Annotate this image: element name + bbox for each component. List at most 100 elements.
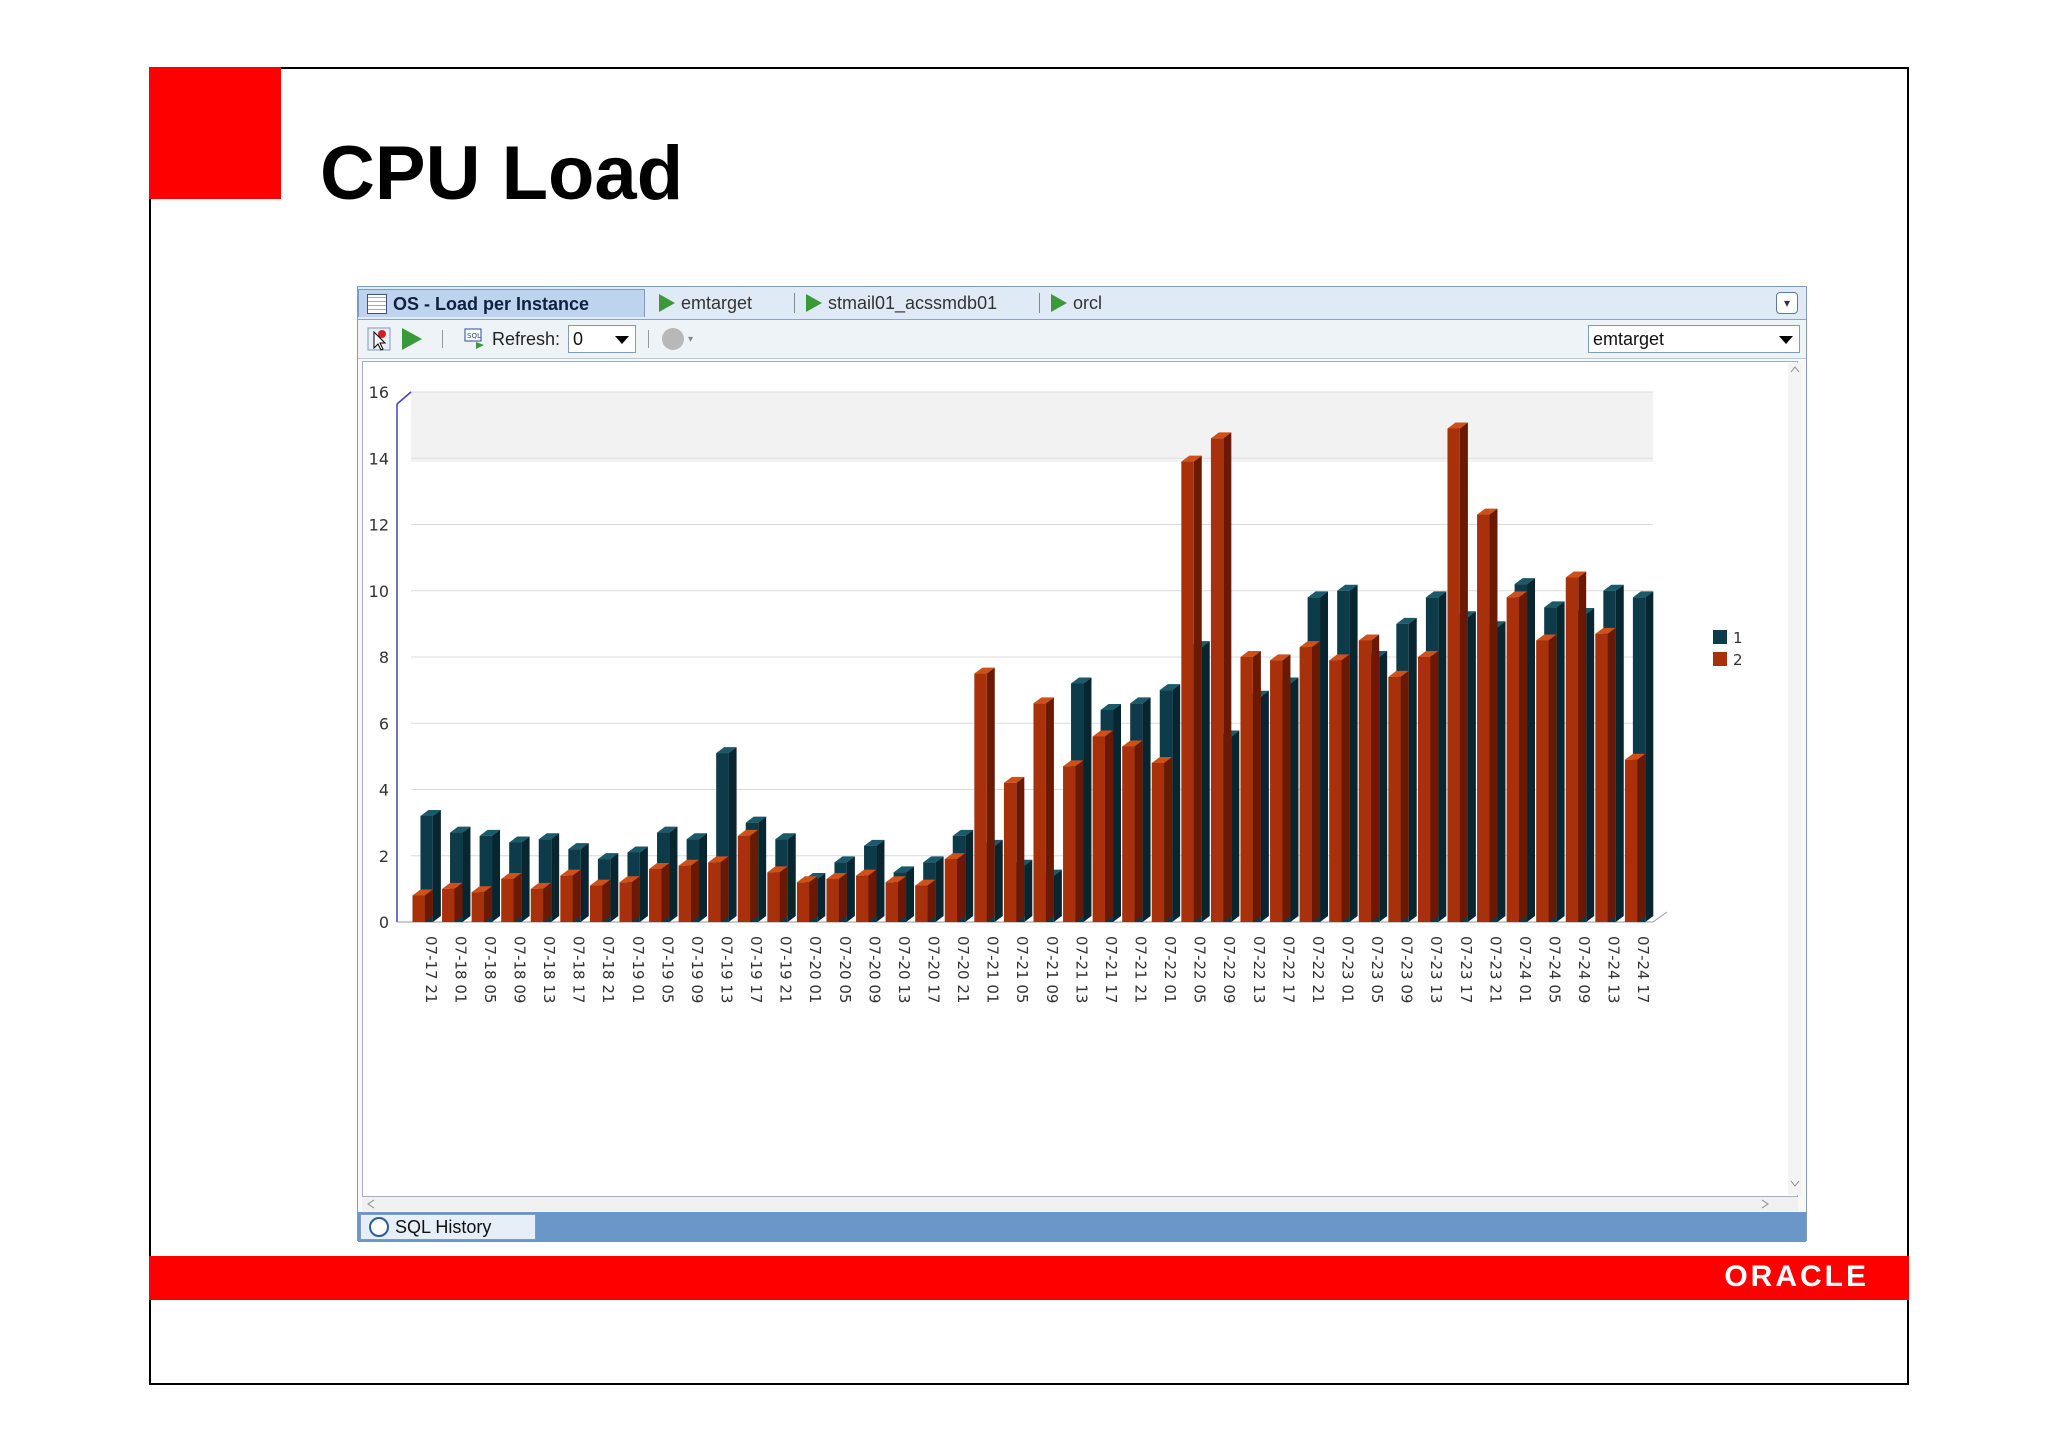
bar-top-1 bbox=[923, 856, 944, 863]
bar-top-2 bbox=[1003, 776, 1025, 783]
bar-side-1 bbox=[551, 833, 560, 922]
y-tick-label: 0 bbox=[379, 913, 389, 932]
bar-top-1 bbox=[420, 810, 441, 816]
bar-side-1 bbox=[935, 856, 944, 922]
bar-top-1 bbox=[1632, 591, 1654, 598]
bar-series-2 bbox=[1447, 428, 1460, 922]
bar-top-1 bbox=[1307, 591, 1329, 598]
bar-side-1 bbox=[1024, 859, 1033, 922]
bar-top-1 bbox=[1396, 617, 1417, 624]
bar-top-2 bbox=[471, 886, 493, 893]
bar-side-1 bbox=[492, 829, 501, 922]
bar-side-2 bbox=[1430, 651, 1439, 922]
bar-side-1 bbox=[994, 839, 1003, 922]
y-tick-label: 16 bbox=[369, 383, 389, 402]
bar-side-1 bbox=[1556, 601, 1565, 922]
x-tick-label: 07-24 17 bbox=[1634, 936, 1652, 1003]
x-tick-label: 07-23 21 bbox=[1486, 936, 1504, 1003]
bar-series-2 bbox=[442, 888, 455, 922]
bar-top-1 bbox=[1425, 591, 1447, 598]
bar-side-1 bbox=[1231, 730, 1240, 922]
oracle-logo: ORACLE bbox=[1724, 1260, 1869, 1293]
chevron-down-icon[interactable]: ▾ bbox=[1776, 292, 1798, 314]
bar-top-2 bbox=[619, 876, 640, 883]
bar-side-2 bbox=[1075, 760, 1084, 922]
bottom-tab-bar: SQL History bbox=[358, 1212, 1806, 1242]
bar-side-1 bbox=[1113, 704, 1122, 922]
bar-side-2 bbox=[631, 876, 640, 922]
bar-side-1 bbox=[876, 839, 885, 922]
page-title: CPU Load bbox=[320, 131, 684, 216]
chevron-down-icon bbox=[1779, 336, 1793, 344]
x-tick-label: 07-20 17 bbox=[925, 936, 943, 1003]
bar-side-1 bbox=[639, 846, 648, 922]
bar-series-2 bbox=[560, 875, 573, 922]
bar-side-2 bbox=[1016, 776, 1025, 922]
y-tick-label: 8 bbox=[379, 648, 389, 667]
options-button[interactable]: ▾ bbox=[662, 326, 693, 352]
bar-side-1 bbox=[1290, 677, 1299, 922]
bar-side-1 bbox=[1379, 651, 1388, 922]
run-button[interactable] bbox=[402, 326, 422, 352]
x-tick-label: 07-20 21 bbox=[954, 936, 972, 1003]
x-tick-label: 07-19 05 bbox=[658, 936, 676, 1003]
bar-top-2 bbox=[1063, 760, 1084, 767]
vertical-scrollbar[interactable] bbox=[1788, 363, 1802, 1195]
bar-top-2 bbox=[442, 882, 463, 889]
bar-top-1 bbox=[1603, 584, 1624, 591]
bar-side-2 bbox=[1134, 740, 1143, 922]
bar-side-2 bbox=[513, 872, 522, 922]
bar-top-1 bbox=[1071, 677, 1092, 684]
bar-top-1 bbox=[745, 816, 767, 823]
bar-series-2 bbox=[649, 869, 662, 922]
bar-top-2 bbox=[1329, 654, 1350, 661]
bar-side-2 bbox=[1548, 634, 1557, 922]
x-tick-label: 07-18 21 bbox=[599, 936, 617, 1003]
x-tick-label: 07-21 01 bbox=[984, 936, 1002, 1003]
bar-series-2 bbox=[856, 875, 869, 922]
bar-top-1 bbox=[1514, 578, 1536, 585]
y-tick-label: 4 bbox=[379, 781, 389, 800]
tab-emtarget[interactable]: emtarget bbox=[651, 289, 791, 317]
bar-series-2 bbox=[826, 878, 839, 922]
sql-history-label: SQL History bbox=[395, 1216, 492, 1237]
bar-top-1 bbox=[568, 843, 589, 850]
target-value: emtarget bbox=[1593, 329, 1665, 349]
tab-bar: OS - Load per Instance emtarget stmail01… bbox=[358, 287, 1806, 320]
target-select[interactable]: emtarget bbox=[1588, 325, 1800, 353]
bar-series-2 bbox=[1151, 763, 1165, 922]
bar-top-2 bbox=[944, 853, 966, 860]
horizontal-scrollbar[interactable] bbox=[362, 1197, 1798, 1211]
tab-orcl[interactable]: orcl bbox=[1039, 289, 1143, 317]
bar-side-1 bbox=[610, 853, 619, 922]
stop-button[interactable] bbox=[366, 326, 392, 352]
bar-side-2 bbox=[868, 869, 877, 922]
bar-top-2 bbox=[708, 856, 729, 863]
bar-top-2 bbox=[1151, 757, 1173, 763]
bar-top-2 bbox=[1624, 753, 1646, 760]
bar-top-1 bbox=[952, 829, 974, 836]
x-tick-label: 07-21 13 bbox=[1072, 936, 1090, 1003]
refresh-label: Refresh: bbox=[492, 328, 561, 349]
bar-series-2 bbox=[915, 885, 928, 922]
x-tick-label: 07-21 05 bbox=[1013, 936, 1031, 1003]
bar-top-1 bbox=[479, 829, 501, 836]
bar-top-2 bbox=[589, 879, 611, 886]
bar-top-2 bbox=[1447, 422, 1468, 429]
tab-os-load[interactable]: OS - Load per Instance bbox=[358, 289, 645, 317]
sql-history-tab[interactable]: SQL History bbox=[360, 1214, 536, 1240]
bar-series-2 bbox=[530, 888, 544, 922]
bar-series-2 bbox=[1092, 736, 1106, 922]
x-tick-label: 07-18 13 bbox=[540, 936, 558, 1003]
bar-top-2 bbox=[1536, 634, 1557, 641]
bar-top-2 bbox=[412, 889, 433, 896]
bar-top-1 bbox=[597, 853, 619, 860]
bar-top-1 bbox=[1130, 697, 1151, 704]
tab-stmail[interactable]: stmail01_acssmdb01 bbox=[794, 289, 1028, 317]
bar-top-2 bbox=[796, 876, 818, 883]
refresh-select[interactable]: 0 bbox=[568, 325, 636, 353]
bar-side-2 bbox=[898, 876, 907, 922]
bar-series-2 bbox=[471, 892, 485, 922]
bar-side-1 bbox=[1142, 697, 1151, 922]
bar-top-1 bbox=[1337, 584, 1358, 591]
